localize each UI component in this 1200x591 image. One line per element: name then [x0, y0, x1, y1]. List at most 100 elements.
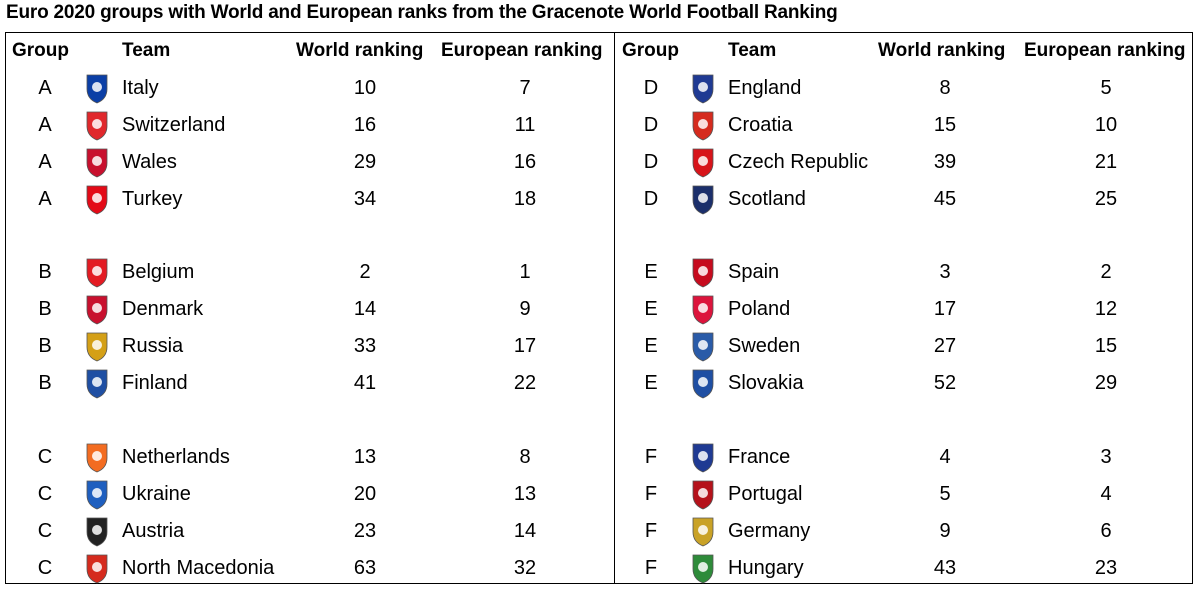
european-ranking-value: 10	[1094, 114, 1118, 136]
team-name: Portugal	[728, 483, 803, 505]
group-letter: C	[37, 557, 53, 579]
france-crest-icon	[692, 443, 714, 473]
european-ranking-value: 2	[1100, 261, 1112, 283]
team-name: Spain	[728, 261, 780, 283]
european-ranking-value: 3	[1100, 446, 1112, 468]
team-name: Wales	[122, 151, 177, 173]
hungary-crest-icon	[692, 554, 714, 584]
team-name: Croatia	[728, 114, 793, 136]
group-letter: D	[643, 188, 659, 210]
world-ranking-value: 29	[353, 151, 377, 173]
world-ranking-value: 63	[353, 557, 377, 579]
group-letter: F	[644, 557, 658, 579]
ukraine-crest-icon	[86, 480, 108, 510]
scotland-crest-icon	[692, 185, 714, 215]
finland-crest-icon	[86, 369, 108, 399]
russia-crest-icon	[86, 332, 108, 362]
group-letter: F	[644, 483, 658, 505]
european-ranking-value: 22	[513, 372, 537, 394]
european-ranking-value: 6	[1100, 520, 1112, 542]
world-ranking-value: 3	[939, 261, 951, 283]
european-ranking-value: 4	[1100, 483, 1112, 505]
team-name: Ukraine	[122, 483, 191, 505]
team-name: Switzerland	[122, 114, 226, 136]
group-letter: F	[644, 446, 658, 468]
chart-title: Euro 2020 groups with World and European…	[6, 2, 838, 23]
european-ranking-value: 17	[513, 335, 537, 357]
croatia-crest-icon	[692, 111, 714, 141]
group-letter: E	[644, 335, 658, 357]
group-letter: A	[38, 77, 52, 99]
world-ranking-value: 8	[939, 77, 951, 99]
world-ranking-value: 2	[359, 261, 371, 283]
austria-crest-icon	[86, 517, 108, 547]
group-letter: B	[38, 261, 52, 283]
group-letter: D	[643, 114, 659, 136]
england-crest-icon	[692, 74, 714, 104]
team-name: Austria	[122, 520, 185, 542]
turkey-crest-icon	[86, 185, 108, 215]
sweden-crest-icon	[692, 332, 714, 362]
team-name: Germany	[728, 520, 811, 542]
team-name: Sweden	[728, 335, 801, 357]
netherlands-crest-icon	[86, 443, 108, 473]
team-name: France	[728, 446, 791, 468]
team-name: Czech Republic	[728, 151, 869, 173]
world-ranking-value: 33	[353, 335, 377, 357]
european-ranking-value: 12	[1094, 298, 1118, 320]
italy-crest-icon	[86, 74, 108, 104]
european-ranking-value: 9	[519, 298, 531, 320]
team-name: Poland	[728, 298, 791, 320]
team-name: England	[728, 77, 802, 99]
world-ranking-value: 9	[939, 520, 951, 542]
european-ranking-value: 15	[1094, 335, 1118, 357]
group-letter: B	[38, 298, 52, 320]
world-ranking-value: 14	[353, 298, 377, 320]
european-ranking-value: 25	[1094, 188, 1118, 210]
header-world-left: World ranking	[296, 40, 424, 61]
team-name: Belgium	[122, 261, 195, 283]
header-european-right: European ranking	[1024, 40, 1186, 61]
world-ranking-value: 20	[353, 483, 377, 505]
group-letter: D	[643, 77, 659, 99]
european-ranking-value: 21	[1094, 151, 1118, 173]
european-ranking-value: 32	[513, 557, 537, 579]
world-ranking-value: 15	[933, 114, 957, 136]
header-group-left: Group	[12, 40, 69, 61]
team-name: Russia	[122, 335, 184, 357]
world-ranking-value: 34	[353, 188, 377, 210]
team-name: Scotland	[728, 188, 806, 210]
wales-crest-icon	[86, 148, 108, 178]
group-letter: B	[38, 372, 52, 394]
table-center-divider	[614, 32, 615, 584]
group-letter: F	[644, 520, 658, 542]
team-name: Italy	[122, 77, 159, 99]
germany-crest-icon	[692, 517, 714, 547]
group-letter: E	[644, 261, 658, 283]
european-ranking-value: 1	[519, 261, 531, 283]
group-letter: B	[38, 335, 52, 357]
european-ranking-value: 5	[1100, 77, 1112, 99]
switzerland-crest-icon	[86, 111, 108, 141]
team-name: Slovakia	[728, 372, 804, 394]
world-ranking-value: 39	[933, 151, 957, 173]
group-letter: A	[38, 114, 52, 136]
group-letter: A	[38, 151, 52, 173]
header-group-right: Group	[622, 40, 679, 61]
portugal-crest-icon	[692, 480, 714, 510]
group-letter: C	[37, 483, 53, 505]
team-name: Turkey	[122, 188, 183, 210]
world-ranking-value: 16	[353, 114, 377, 136]
world-ranking-value: 52	[933, 372, 957, 394]
group-letter: C	[37, 520, 53, 542]
team-name: Hungary	[728, 557, 804, 579]
european-ranking-value: 29	[1094, 372, 1118, 394]
world-ranking-value: 23	[353, 520, 377, 542]
world-ranking-value: 5	[939, 483, 951, 505]
world-ranking-value: 43	[933, 557, 957, 579]
header-world-right: World ranking	[878, 40, 1006, 61]
european-ranking-value: 23	[1094, 557, 1118, 579]
team-name: North Macedonia	[122, 557, 275, 579]
czech-crest-icon	[692, 148, 714, 178]
team-name: Netherlands	[122, 446, 230, 468]
